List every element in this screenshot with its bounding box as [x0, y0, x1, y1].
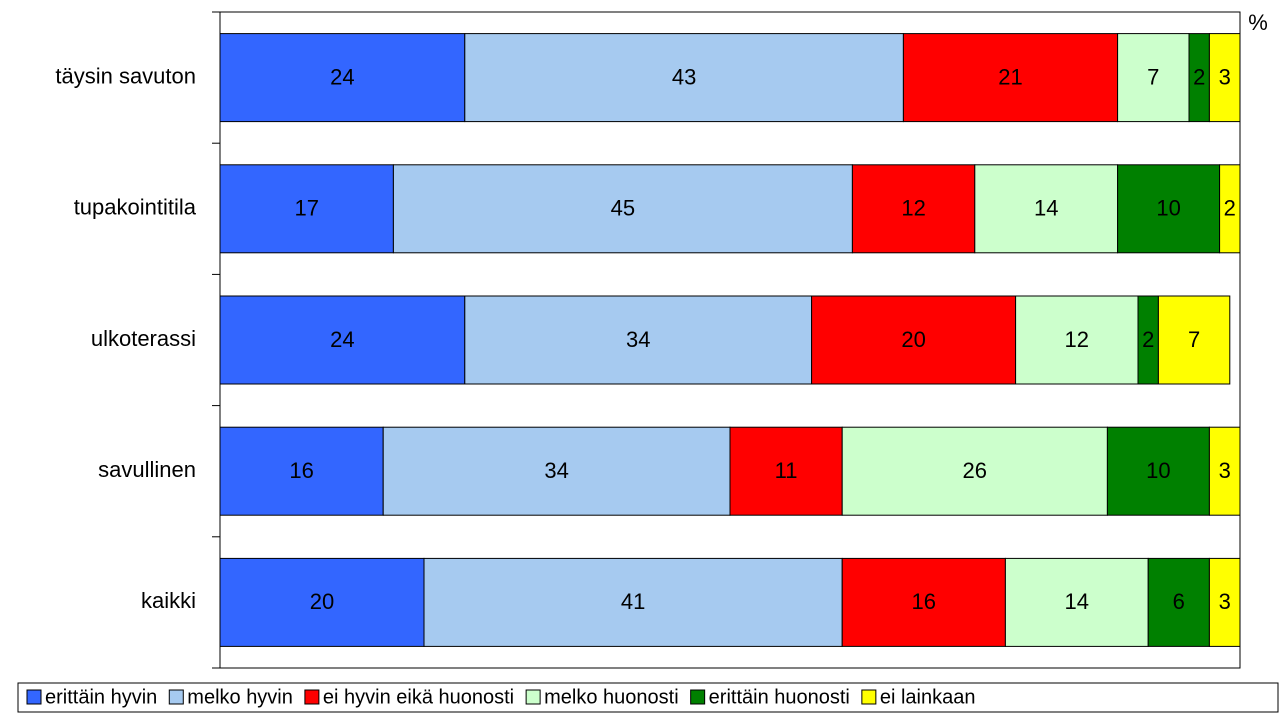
value-label: 3 — [1219, 458, 1231, 483]
bar-segment — [219, 164, 394, 254]
value-label: 24 — [330, 64, 354, 89]
value-label: 24 — [330, 327, 354, 352]
legend-swatch — [26, 689, 42, 705]
legend-label: ei lainkaan — [880, 686, 976, 708]
value-label: 10 — [1156, 196, 1180, 221]
legend-swatch — [168, 689, 184, 705]
bar-segment — [464, 295, 813, 385]
bar-segment — [1106, 426, 1210, 516]
value-label: 21 — [998, 64, 1022, 89]
legend-label: ei hyvin eikä huonosti — [323, 686, 514, 708]
value-label: 17 — [294, 196, 318, 221]
value-label: 7 — [1147, 64, 1159, 89]
y-tick-label: savullinen — [98, 457, 196, 482]
value-label: 2 — [1224, 196, 1236, 221]
value-label: 2 — [1142, 327, 1154, 352]
bar-segment — [729, 426, 843, 516]
value-label: 41 — [621, 589, 645, 614]
value-label: 20 — [310, 589, 334, 614]
bar-segment — [1208, 33, 1241, 123]
bar-segment — [219, 557, 425, 647]
legend-label: melko hyvin — [187, 686, 293, 708]
legend-label: erittäin hyvin — [45, 686, 157, 708]
value-label: 16 — [289, 458, 313, 483]
legend-swatch — [690, 689, 706, 705]
bar-segment — [851, 164, 976, 254]
value-label: 7 — [1188, 327, 1200, 352]
bar-segment — [811, 295, 1017, 385]
bar-segment — [464, 33, 904, 123]
bar-segment — [974, 164, 1119, 254]
value-label: 12 — [1065, 327, 1089, 352]
legend-label: melko huonosti — [544, 686, 679, 708]
bar-segment — [1117, 33, 1190, 123]
value-label: 3 — [1219, 589, 1231, 614]
value-label: 20 — [901, 327, 925, 352]
bar-segment — [1208, 426, 1241, 516]
bar-segment — [1004, 557, 1149, 647]
value-label: 45 — [611, 196, 635, 221]
bar-segment — [219, 33, 466, 123]
bar-segment — [382, 426, 731, 516]
bar-segment — [1117, 164, 1221, 254]
value-label: 11 — [775, 458, 798, 483]
value-label: 3 — [1219, 64, 1231, 89]
value-label: 34 — [626, 327, 650, 352]
value-label: 34 — [544, 458, 568, 483]
y-tick-label: kaikki — [141, 588, 196, 613]
value-label: 26 — [963, 458, 987, 483]
y-tick-label: täysin savuton — [55, 63, 196, 88]
bar-segment — [902, 33, 1119, 123]
bar-segment — [423, 557, 843, 647]
value-label: 16 — [912, 589, 936, 614]
bar-segment — [219, 426, 384, 516]
bar-segment — [841, 426, 1108, 516]
y-tick-label: ulkoterassi — [91, 326, 196, 351]
value-label: 2 — [1193, 64, 1205, 89]
x-axis-label: % — [1248, 10, 1268, 35]
bar-segment — [392, 164, 853, 254]
legend-swatch — [304, 689, 320, 705]
bar-segment — [1157, 295, 1231, 385]
bar-segment — [1208, 557, 1241, 647]
bar-segment — [1147, 557, 1210, 647]
legend-swatch — [525, 689, 541, 705]
bar-segment — [1015, 295, 1139, 385]
bar-segment — [1219, 164, 1241, 254]
value-label: 6 — [1173, 589, 1185, 614]
value-label: 43 — [672, 64, 696, 89]
legend-box — [17, 682, 1279, 713]
y-tick-label: tupakointitila — [74, 195, 197, 220]
value-label: 14 — [1065, 589, 1089, 614]
legend-label: erittäin huonosti — [709, 686, 850, 708]
value-label: 14 — [1034, 196, 1058, 221]
legend-swatch — [861, 689, 877, 705]
value-label: 10 — [1146, 458, 1170, 483]
value-label: 12 — [901, 196, 925, 221]
